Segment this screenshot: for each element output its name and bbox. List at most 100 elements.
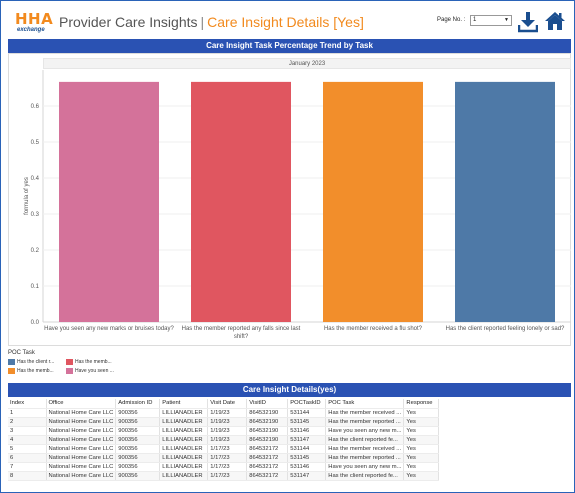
table-row[interactable]: 5 National Home Care LLC 900356 LILLIANADLE… — [8, 444, 440, 454]
table-cell: 7 — [8, 462, 47, 472]
table-row[interactable]: 4 National Home Care LLC 900356 LILLIANADLE… — [8, 435, 440, 445]
table-cell: 6 — [8, 453, 47, 463]
home-icon[interactable] — [544, 11, 566, 31]
hhaexchange-logo[interactable]: HHA exchange — [15, 10, 54, 38]
column-header[interactable]: Index — [8, 399, 47, 409]
legend-swatch — [8, 359, 15, 365]
table-cell: 900356 — [115, 435, 161, 445]
table-cell: National Home Care LLC — [46, 453, 117, 463]
table-cell: 531146 — [287, 462, 327, 472]
table-cell: 4 — [8, 435, 47, 445]
table-cell: 900356 — [115, 444, 161, 454]
legend-item-member-flu-shot[interactable]: Has the memb... — [8, 367, 54, 375]
y-tick-label: 0.2 — [31, 248, 40, 254]
logo-text: HHA — [15, 10, 54, 28]
table-cell: Yes — [403, 462, 440, 472]
legend-swatch — [66, 368, 73, 374]
table-cell: 5 — [8, 444, 47, 454]
y-axis-label: formula of yes — [24, 177, 30, 215]
table-row[interactable]: 1 National Home Care LLC 900356 LILLIANADLE… — [8, 408, 440, 418]
table-cell: LILLIANADLER — [159, 408, 209, 418]
table-row[interactable]: 3 National Home Care LLC 900356 LILLIANADLE… — [8, 426, 440, 436]
table-cell: Yes — [403, 471, 440, 481]
y-tick-label: 0.0 — [31, 320, 40, 326]
title-main: Provider Care Insights — [59, 14, 198, 30]
table-cell: LILLIANADLER — [159, 435, 209, 445]
table-cell: 1/17/23 — [207, 444, 248, 454]
table-cell: 864532172 — [246, 462, 289, 472]
table-cell: 1/17/23 — [207, 471, 248, 481]
column-header[interactable]: Office — [46, 399, 117, 409]
column-header[interactable]: Patient — [159, 399, 209, 409]
table-cell: 1/17/23 — [207, 462, 248, 472]
table-cell: National Home Care LLC — [46, 444, 117, 454]
care-insight-details-table: Index Office Admission ID Patient Visit … — [8, 399, 440, 481]
table-cell: LILLIANADLER — [159, 462, 209, 472]
table-cell: National Home Care LLC — [46, 435, 117, 445]
download-icon[interactable] — [518, 11, 538, 33]
table-row[interactable]: 6 National Home Care LLC 900356 LILLIANADLE… — [8, 453, 440, 463]
table-cell: 531146 — [287, 426, 327, 436]
page-title: Provider Care Insights | Care Insight Deta… — [59, 14, 364, 30]
table-cell: 1/19/23 — [207, 435, 248, 445]
bar[interactable] — [191, 81, 291, 322]
chevron-down-icon: ▼ — [504, 17, 509, 23]
page-number-label: Page No. : — [437, 17, 466, 23]
table-cell: 3 — [8, 426, 47, 436]
table-cell: Has the member reported ... — [325, 417, 405, 427]
table-cell: 531144 — [287, 444, 327, 454]
column-header[interactable]: POCTaskID — [287, 399, 327, 409]
logo-subtext: exchange — [17, 27, 45, 33]
table-cell: LILLIANADLER — [159, 426, 209, 436]
table-cell: Yes — [403, 453, 440, 463]
table-cell: Have you seen any new m... — [325, 462, 405, 472]
table-row[interactable]: 2 National Home Care LLC 900356 LILLIANADLE… — [8, 417, 440, 427]
table-cell: 900356 — [115, 453, 161, 463]
table-cell: 900356 — [115, 462, 161, 472]
column-header[interactable]: VisitID — [246, 399, 289, 409]
table-cell: 1/19/23 — [207, 417, 248, 427]
table-cell: National Home Care LLC — [46, 417, 117, 427]
table-row[interactable]: 8 National Home Care LLC 900356 LILLIANADLE… — [8, 471, 440, 481]
legend-label: Has the memb... — [17, 368, 54, 374]
page-number-select[interactable]: 1 ▼ — [470, 15, 512, 26]
table-header-row: Index Office Admission ID Patient Visit … — [8, 399, 440, 409]
y-tick-label: 0.5 — [31, 140, 40, 146]
x-category-label: Has the member reported any falls since … — [182, 326, 301, 332]
column-header[interactable]: POC Task — [325, 399, 405, 409]
table-cell: LILLIANADLER — [159, 453, 209, 463]
y-tick-label: 0.3 — [31, 212, 40, 218]
column-header[interactable]: Admission ID — [115, 399, 161, 409]
table-cell: Has the client reported fe... — [325, 471, 405, 481]
column-header[interactable]: Response — [403, 399, 440, 409]
bar[interactable] — [323, 81, 423, 322]
table-cell: Have you seen any new m... — [325, 426, 405, 436]
bar[interactable] — [455, 81, 555, 322]
chart-title-bar: Care Insight Task Percentage Trend by Ta… — [8, 39, 571, 53]
table-cell: 864532190 — [246, 417, 289, 427]
table-cell: 1/19/23 — [207, 408, 248, 418]
table-cell: LILLIANADLER — [159, 471, 209, 481]
table-cell: National Home Care LLC — [46, 408, 117, 418]
table-cell: 1/17/23 — [207, 453, 248, 463]
bar[interactable] — [59, 81, 159, 322]
legend-title: POC Task — [8, 350, 35, 356]
chart-panel: January 2023 0.0 0.1 0.2 0.3 0.4 0.5 0.6 formul… — [8, 53, 571, 346]
table-cell: National Home Care LLC — [46, 462, 117, 472]
table-cell: 531147 — [287, 435, 327, 445]
legend-item-client-lonely[interactable]: Has the client r... — [8, 358, 54, 366]
table-cell: 864532172 — [246, 444, 289, 454]
table-cell: Has the member received ... — [325, 408, 405, 418]
column-header[interactable]: Visit Date — [207, 399, 248, 409]
table-cell: 900356 — [115, 426, 161, 436]
table-row[interactable]: 7 National Home Care LLC 900356 LILLIANADLE… — [8, 462, 440, 472]
legend-item-marks-bruises[interactable]: Have you seen ... — [66, 367, 114, 375]
legend-label: Have you seen ... — [75, 368, 114, 374]
bar-chart: 0.0 0.1 0.2 0.3 0.4 0.5 0.6 formula of yes Have … — [24, 70, 571, 340]
y-tick-label: 0.4 — [31, 176, 40, 182]
legend-swatch — [66, 359, 73, 365]
legend-item-member-falls[interactable]: Has the memb... — [66, 358, 112, 366]
table-cell: National Home Care LLC — [46, 471, 117, 481]
table-cell: National Home Care LLC — [46, 426, 117, 436]
table-cell: 900356 — [115, 408, 161, 418]
